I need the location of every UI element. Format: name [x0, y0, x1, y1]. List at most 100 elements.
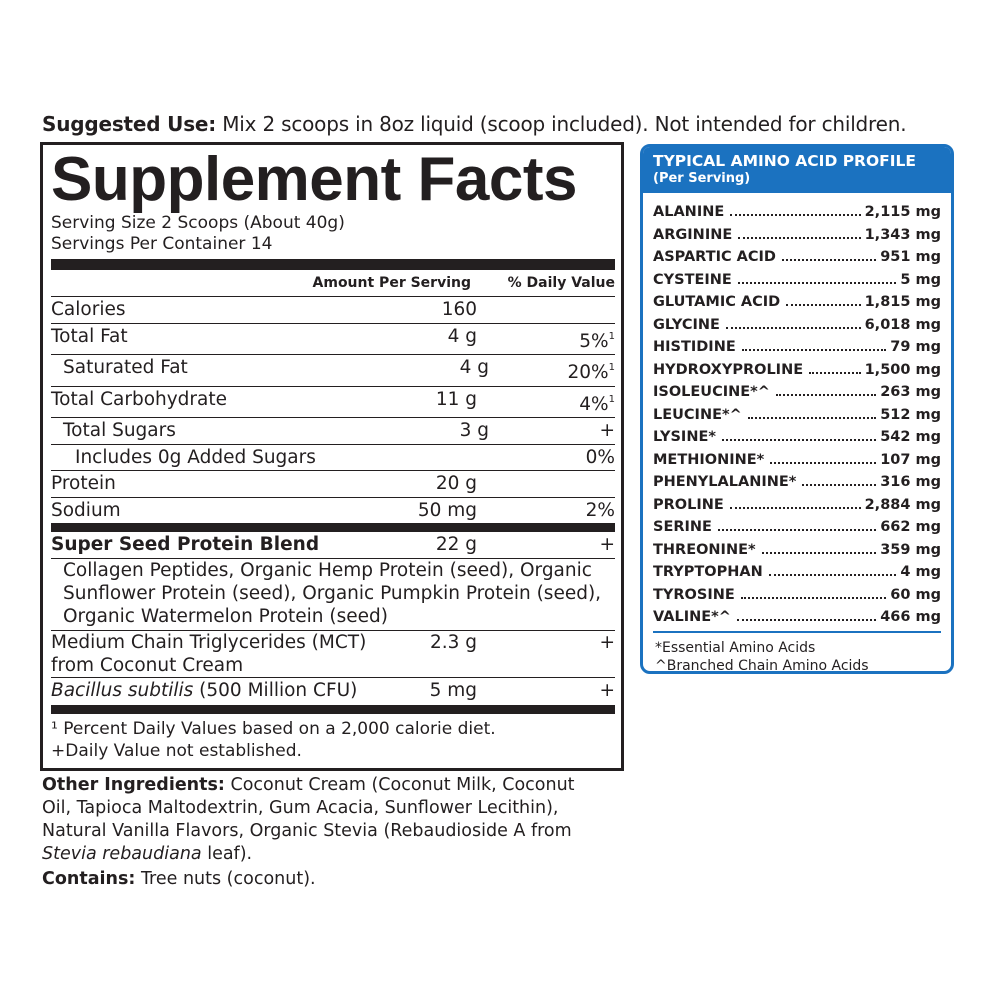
- amino-list: ALANINE 2,115 mg ARGININE 1,343 mg ASPARTIC …: [643, 193, 951, 629]
- name: Sodium: [51, 499, 121, 521]
- row: Saturated Fat 4 g 20%1: [51, 355, 615, 387]
- amino-name: PHENYLALANINE*: [653, 474, 797, 490]
- amino-value: 359 mg: [880, 541, 941, 558]
- leader: [721, 439, 877, 441]
- name: Total Carbohydrate: [51, 388, 228, 410]
- amino-name: TYROSINE: [653, 586, 735, 603]
- rule: [51, 523, 615, 532]
- dv: +: [599, 679, 615, 701]
- amino-value: 662 mg: [880, 519, 941, 535]
- name: Calories: [51, 299, 126, 320]
- name: Bacillus subtilis (500 Million CFU): [51, 678, 381, 704]
- amino-row: VALINE*^ 466 mg: [653, 606, 941, 629]
- amino-row: LEUCINE*^ 512 mg: [653, 404, 941, 427]
- amino-name: ISOLEUCINE*^: [653, 384, 770, 400]
- italic: Bacillus subtilis: [51, 679, 194, 701]
- amino-row: ARGININE 1,343 mg: [653, 224, 941, 247]
- subtitle: (Per Serving): [653, 171, 751, 186]
- header: Amount Per Serving % Daily Value: [51, 270, 615, 297]
- dv: 0%: [501, 445, 615, 471]
- amount: 11 g: [435, 388, 477, 410]
- amino-value: 60 mg: [890, 586, 941, 603]
- amino-row: HYDROXYPROLINE 1,500 mg: [653, 359, 941, 382]
- amount: 3 g: [459, 420, 489, 441]
- name: Medium Chain Triglycerides (MCT) from Co…: [51, 631, 367, 676]
- rule: [653, 630, 941, 633]
- dv: +: [489, 418, 615, 444]
- amino-row: GLUTAMIC ACID 1,815 mg: [653, 291, 941, 314]
- name: Total Fat: [51, 325, 128, 347]
- name: Protein: [51, 473, 116, 494]
- row: Protein 20 g: [51, 471, 615, 498]
- row: Total Carbohydrate 11 g 4%1: [51, 387, 615, 418]
- dv-text: 20%: [567, 362, 609, 383]
- dv: 5%1: [477, 324, 615, 355]
- row: Total Fat 4 g 5%1: [51, 324, 615, 355]
- amino-value: 263 mg: [880, 384, 941, 400]
- row: Includes 0g Added Sugars 0%: [51, 445, 615, 471]
- servings-per-container: Servings Per Container 14: [51, 234, 273, 254]
- dv-text: 5%: [579, 330, 609, 352]
- dv: [477, 471, 615, 497]
- amino-name: ALANINE: [653, 204, 725, 220]
- dv: 2%: [477, 498, 615, 524]
- header-cell: Amount Per Serving: [312, 275, 471, 291]
- name: Total Sugars: [63, 420, 176, 441]
- dv-text: 0%: [585, 446, 615, 468]
- amino-row: ASPARTIC ACID 951 mg: [653, 246, 941, 269]
- amino-value: 79 mg: [890, 339, 941, 355]
- leader: [740, 596, 887, 599]
- amount: [405, 445, 501, 471]
- footnote: +Daily Value not established.: [51, 741, 302, 761]
- label: Other Ingredients:: [42, 775, 225, 795]
- amino-row: GLYCINE 6,018 mg: [653, 314, 941, 337]
- leader: [809, 371, 861, 374]
- serving-size: Serving Size 2 Scoops (About 40g): [51, 213, 345, 233]
- note: ^Branched Chain Amino Acids: [655, 657, 869, 674]
- amino-value: 466 mg: [880, 609, 941, 625]
- text: Coconut Cream (Coconut Milk, Coconut Oil…: [42, 775, 575, 841]
- leader: [729, 506, 861, 509]
- amino-name: ASPARTIC ACID: [653, 249, 776, 265]
- suggested-use: Suggested Use: Mix 2 scoops in 8oz liqui…: [42, 112, 907, 136]
- leader: [781, 259, 877, 261]
- leader: [737, 281, 897, 284]
- amount: 20 g: [435, 473, 477, 494]
- text: Mix 2 scoops in 8oz liquid (scoop includ…: [222, 112, 907, 136]
- amount: 22 g: [435, 534, 477, 555]
- amino-value: 4 mg: [900, 564, 941, 580]
- text: leaf).: [201, 844, 253, 864]
- leader: [747, 416, 877, 419]
- rule: [51, 259, 615, 270]
- row: Calories 160: [51, 297, 615, 324]
- amino-name: METHIONINE*: [653, 451, 765, 468]
- amino-row: SERINE 662 mg: [653, 516, 941, 539]
- text: (500 Million CFU): [193, 679, 358, 701]
- leader: [717, 529, 877, 531]
- amino-value: 1,500 mg: [864, 361, 941, 378]
- row: Total Sugars 3 g +: [51, 418, 615, 445]
- leader: [741, 349, 887, 351]
- name: Super Seed Protein Blend: [51, 534, 320, 555]
- leader: [770, 461, 877, 464]
- footnote-mark: 1: [608, 393, 615, 405]
- amino-value: 5 mg: [900, 271, 941, 288]
- dv: 4%1: [477, 387, 615, 418]
- amount: 160: [441, 299, 477, 320]
- amino-name: THREONINE*: [653, 541, 756, 558]
- row: Super Seed Protein Blend 22 g +: [51, 532, 615, 559]
- dv: +: [599, 631, 615, 653]
- label: Suggested Use:: [42, 112, 217, 136]
- amount: 2.3 g: [429, 631, 477, 653]
- leader: [738, 236, 861, 239]
- amino-value: 1,815 mg: [864, 294, 941, 310]
- dv: 20%1: [489, 355, 616, 386]
- amino-row: THREONINE* 359 mg: [653, 539, 941, 562]
- amino-name: LEUCINE*^: [653, 406, 742, 423]
- amino-value: 6,018 mg: [864, 316, 941, 333]
- row: Sodium 50 mg 2%: [51, 498, 615, 524]
- amino-name: HYDROXYPROLINE: [653, 361, 804, 378]
- amino-value: 542 mg: [880, 429, 941, 445]
- title: Supplement Facts: [51, 145, 578, 214]
- leader: [736, 619, 877, 621]
